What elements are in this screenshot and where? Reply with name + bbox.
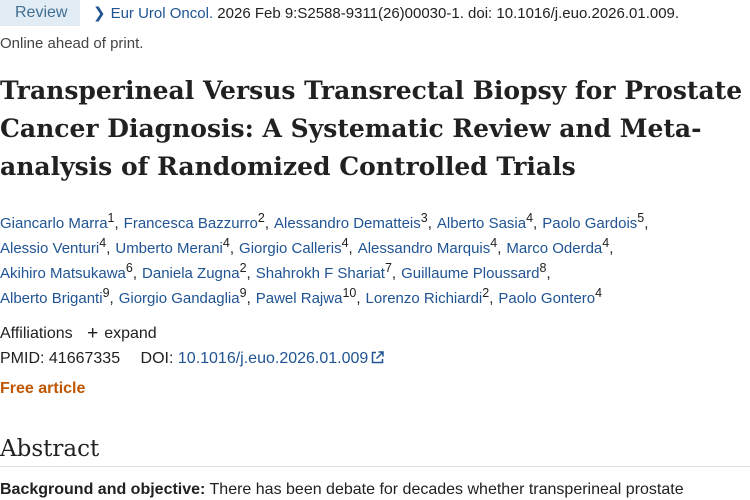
background-label: Background and objective: bbox=[0, 481, 206, 498]
author-line: Alberto Briganti9, Giorgio Gandaglia9, Paw… bbox=[0, 281, 750, 307]
review-badge: Review bbox=[0, 0, 80, 26]
author-separator: , bbox=[132, 265, 138, 282]
author-affiliation-number[interactable]: 3 bbox=[420, 211, 428, 225]
author-affiliation-number[interactable]: 4 bbox=[222, 236, 230, 250]
doi-link[interactable]: 10.1016/j.euo.2026.01.009 bbox=[177, 350, 385, 367]
doi-label: DOI: bbox=[140, 350, 174, 367]
author-affiliation-number[interactable]: 10 bbox=[342, 286, 357, 300]
author-link[interactable]: Shahrokh F Shariat bbox=[255, 265, 385, 282]
author-affiliation-number[interactable]: 4 bbox=[595, 286, 603, 300]
author-separator: , bbox=[246, 290, 251, 307]
author-link[interactable]: Giorgio Gandaglia bbox=[118, 290, 240, 307]
author-separator: , bbox=[644, 215, 649, 232]
citation: ❯ Eur Urol Oncol. 2026 Feb 9:S2588-9311(2… bbox=[93, 4, 679, 22]
author-link[interactable]: Akihiro Matsukawa bbox=[0, 265, 126, 282]
abstract-heading: Abstract bbox=[0, 436, 100, 462]
affiliations-row: Affiliations + expand bbox=[0, 322, 157, 344]
citation-details: 2026 Feb 9:S2588-9311(26)00030-1. doi: 1… bbox=[213, 5, 680, 22]
pmid-value: 41667335 bbox=[48, 350, 121, 367]
author-link[interactable]: Alessio Venturi bbox=[0, 240, 100, 257]
author-affiliation-number[interactable]: 2 bbox=[482, 286, 490, 300]
online-status: Online ahead of print. bbox=[0, 35, 144, 52]
journal-link[interactable]: Eur Urol Oncol. bbox=[110, 5, 214, 22]
author-affiliation-number[interactable]: 8 bbox=[539, 261, 547, 275]
author-link[interactable]: Alberto Briganti bbox=[0, 290, 103, 307]
author-affiliation-number[interactable]: 7 bbox=[384, 261, 392, 275]
author-link[interactable]: Paolo Gardois bbox=[542, 215, 638, 232]
author-separator: , bbox=[246, 265, 251, 282]
author-link[interactable]: Alberto Sasia bbox=[436, 215, 527, 232]
author-link[interactable]: Lorenzo Richiardi bbox=[365, 290, 483, 307]
author-affiliation-number[interactable]: 4 bbox=[490, 236, 498, 250]
author-affiliation-number[interactable]: 9 bbox=[239, 286, 247, 300]
author-link[interactable]: Marco Oderda bbox=[506, 240, 603, 257]
author-affiliation-number[interactable]: 6 bbox=[125, 261, 133, 275]
author-affiliation-number[interactable]: 2 bbox=[239, 261, 247, 275]
author-affiliation-number[interactable]: 5 bbox=[637, 211, 645, 225]
author-separator: , bbox=[546, 265, 551, 282]
abstract-divider bbox=[0, 466, 750, 467]
author-separator: , bbox=[106, 240, 111, 257]
plus-icon: + bbox=[87, 323, 99, 344]
author-separator: , bbox=[356, 290, 361, 307]
author-link[interactable]: Giancarlo Marra bbox=[0, 215, 108, 232]
affiliations-label: Affiliations bbox=[0, 325, 73, 342]
expand-label: expand bbox=[104, 325, 157, 342]
author-separator: , bbox=[391, 265, 397, 282]
abstract-background: Background and objective: There has been… bbox=[0, 481, 684, 499]
chevron-right-icon[interactable]: ❯ bbox=[93, 5, 106, 22]
author-link[interactable]: Paolo Gontero bbox=[498, 290, 596, 307]
author-separator: , bbox=[497, 240, 502, 257]
author-separator: , bbox=[348, 240, 353, 257]
author-link[interactable]: Pawel Rajwa bbox=[255, 290, 343, 307]
author-separator: , bbox=[609, 240, 614, 257]
author-list: Giancarlo Marra1, Francesca Bazzurro2, Ale… bbox=[0, 206, 750, 307]
external-link-icon bbox=[372, 351, 385, 364]
expand-affiliations-button[interactable]: + expand bbox=[87, 323, 157, 344]
pmid-label: PMID: bbox=[0, 350, 45, 367]
author-affiliation-number[interactable]: 4 bbox=[602, 236, 610, 250]
author-separator: , bbox=[427, 215, 432, 232]
author-link[interactable]: Alessandro Marquis bbox=[357, 240, 491, 257]
author-separator: , bbox=[229, 240, 235, 257]
background-text: There has been debate for decades whethe… bbox=[205, 481, 684, 498]
author-affiliation-number[interactable]: 4 bbox=[341, 236, 349, 250]
author-link[interactable]: Giorgio Calleris bbox=[239, 240, 342, 257]
author-link[interactable]: Umberto Merani bbox=[115, 240, 223, 257]
author-affiliation-number[interactable]: 1 bbox=[107, 211, 115, 225]
author-separator: , bbox=[109, 290, 114, 307]
identifiers-row: PMID: 41667335 DOI: 10.1016/j.euo.2026.0… bbox=[0, 350, 385, 368]
author-line: Alessio Venturi4, Umberto Merani4, Giorgio… bbox=[0, 231, 750, 257]
author-affiliation-number[interactable]: 9 bbox=[102, 286, 110, 300]
author-separator: , bbox=[264, 215, 270, 232]
author-affiliation-number[interactable]: 4 bbox=[99, 236, 107, 250]
author-link[interactable]: Guillaume Ploussard bbox=[401, 265, 540, 282]
free-article-label[interactable]: Free article bbox=[0, 380, 86, 397]
author-link[interactable]: Francesca Bazzurro bbox=[123, 215, 258, 232]
doi-link-text: 10.1016/j.euo.2026.01.009 bbox=[177, 350, 369, 367]
author-line: Giancarlo Marra1, Francesca Bazzurro2, Ale… bbox=[0, 206, 750, 232]
author-separator: , bbox=[533, 215, 538, 232]
author-separator: , bbox=[489, 290, 494, 307]
author-affiliation-number[interactable]: 4 bbox=[526, 211, 534, 225]
author-affiliation-number[interactable]: 2 bbox=[257, 211, 265, 225]
article-title: Transperineal Versus Transrectal Biopsy … bbox=[0, 76, 743, 181]
author-link[interactable]: Alessandro Dematteis bbox=[274, 215, 421, 232]
author-line: Akihiro Matsukawa6, Daniela Zugna2, Shahro… bbox=[0, 256, 750, 282]
author-link[interactable]: Daniela Zugna bbox=[142, 265, 240, 282]
author-separator: , bbox=[114, 215, 119, 232]
